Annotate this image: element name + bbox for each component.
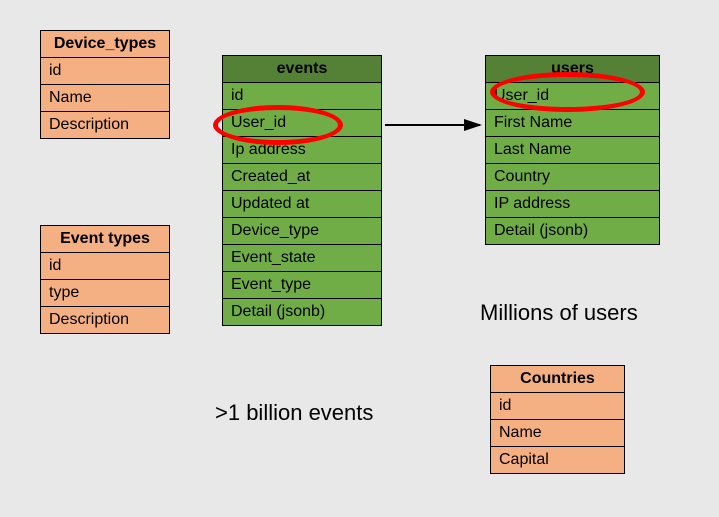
table-row: Created_at xyxy=(223,164,381,191)
table-header: users xyxy=(486,56,659,83)
table-row: Name xyxy=(491,420,624,447)
table-header: Countries xyxy=(491,366,624,393)
table-header: Event types xyxy=(41,226,169,253)
table-event-types: Event types id type Description xyxy=(40,225,170,334)
table-row: id xyxy=(41,253,169,280)
table-row: Capital xyxy=(491,447,624,473)
table-row: Detail (jsonb) xyxy=(223,299,381,325)
table-row: Device_type xyxy=(223,218,381,245)
table-countries: Countries id Name Capital xyxy=(490,365,625,474)
table-row: Country xyxy=(486,164,659,191)
table-header: events xyxy=(223,56,381,83)
table-row: Name xyxy=(41,85,169,112)
table-row: Updated at xyxy=(223,191,381,218)
table-row: id xyxy=(491,393,624,420)
table-events: events id User_id Ip address Created_at … xyxy=(222,55,382,326)
table-row: Event_type xyxy=(223,272,381,299)
events-caption: >1 billion events xyxy=(215,400,373,426)
table-row: type xyxy=(41,280,169,307)
table-row: Last Name xyxy=(486,137,659,164)
table-row: IP address xyxy=(486,191,659,218)
table-row: Event_state xyxy=(223,245,381,272)
table-row: id xyxy=(41,58,169,85)
table-row: Description xyxy=(41,307,169,333)
users-caption: Millions of users xyxy=(480,300,638,326)
table-row: Detail (jsonb) xyxy=(486,218,659,244)
table-row: First Name xyxy=(486,110,659,137)
table-row: User_id xyxy=(223,110,381,137)
table-row: id xyxy=(223,83,381,110)
table-row: Description xyxy=(41,112,169,138)
table-header: Device_types xyxy=(41,31,169,58)
table-users: users User_id First Name Last Name Count… xyxy=(485,55,660,245)
table-row: Ip address xyxy=(223,137,381,164)
table-device-types: Device_types id Name Description xyxy=(40,30,170,139)
table-row: User_id xyxy=(486,83,659,110)
